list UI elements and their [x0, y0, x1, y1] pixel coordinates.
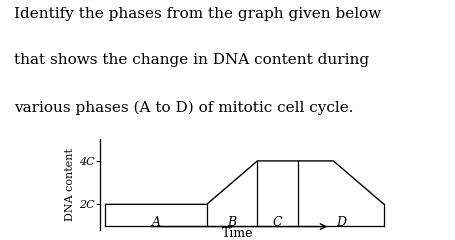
Text: D: D	[335, 216, 345, 229]
Text: various phases (A to D) of mitotic cell cycle.: various phases (A to D) of mitotic cell …	[14, 100, 352, 115]
Text: that shows the change in DNA content during: that shows the change in DNA content dur…	[14, 53, 368, 67]
Text: C: C	[272, 216, 282, 229]
Y-axis label: DNA content: DNA content	[65, 148, 75, 221]
Text: A: A	[151, 216, 160, 229]
Text: B: B	[227, 216, 236, 229]
Text: Time: Time	[221, 227, 253, 240]
Text: Identify the phases from the graph given below: Identify the phases from the graph given…	[14, 7, 380, 21]
